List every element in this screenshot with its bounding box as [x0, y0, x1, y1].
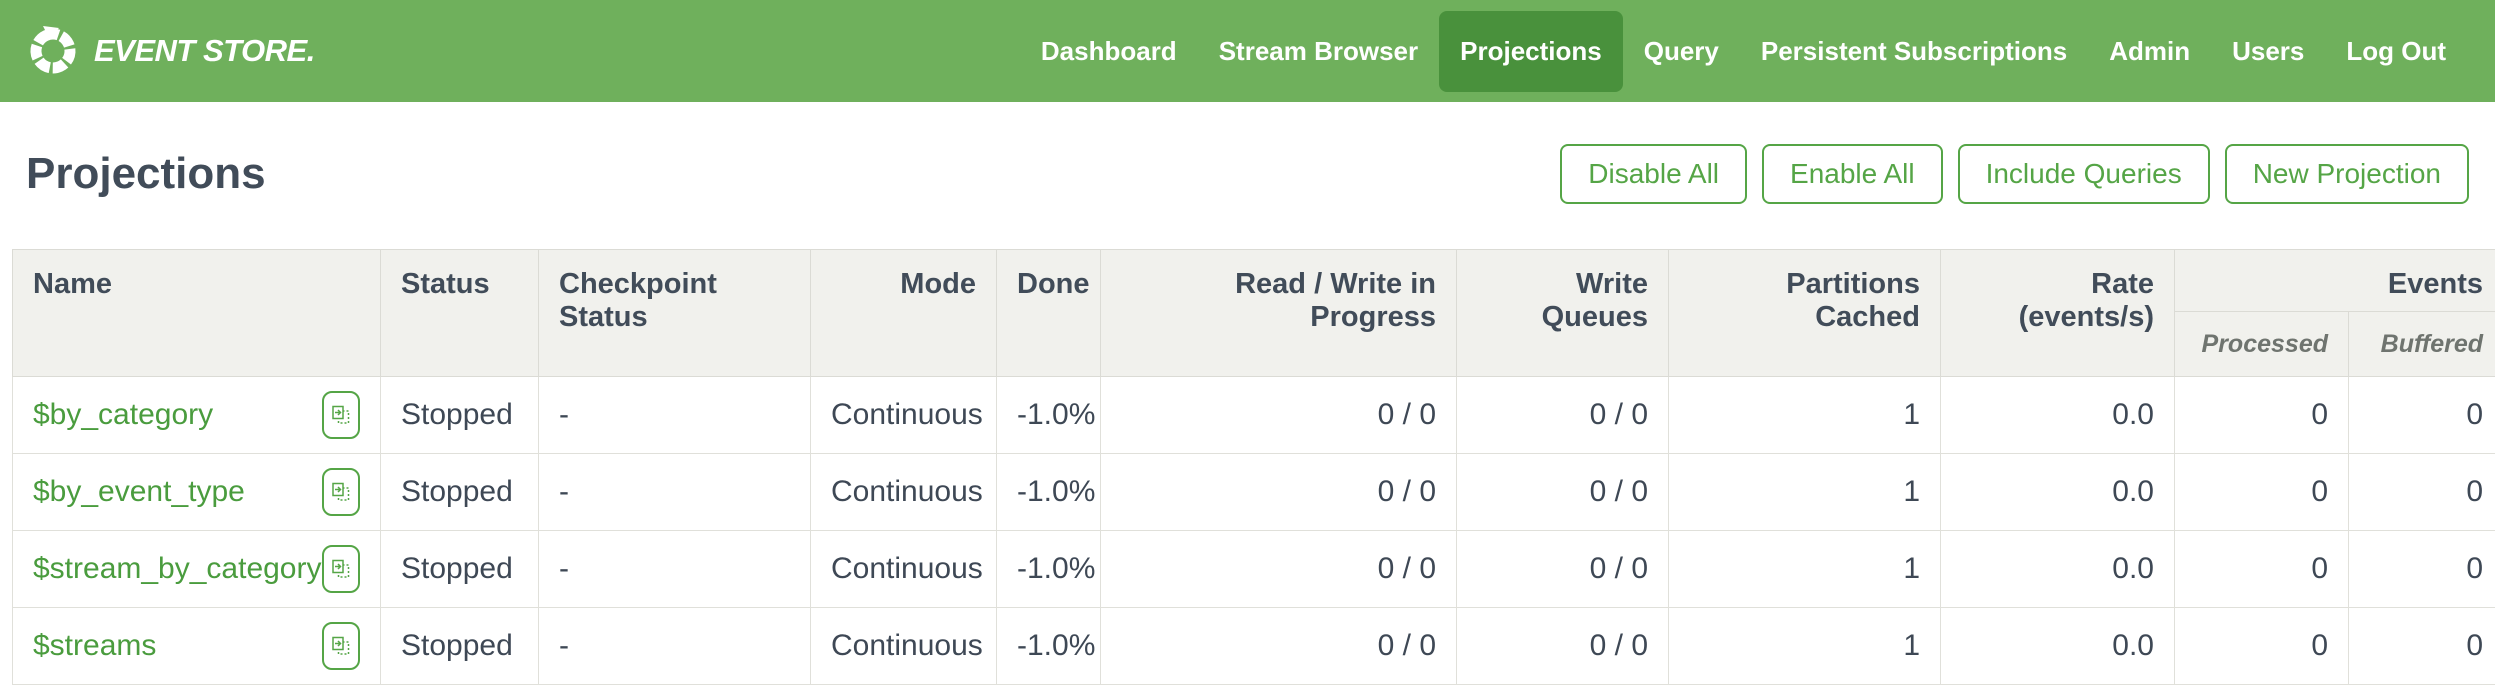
nav-item-dashboard[interactable]: Dashboard	[1040, 35, 1177, 66]
cell-status: Stopped	[380, 376, 539, 454]
page-title: Projections	[26, 149, 266, 198]
page-header: Projections Disable All Enable All Inclu…	[26, 144, 2469, 204]
col-header-name: Name	[12, 249, 381, 377]
nav-item-admin[interactable]: Admin	[2109, 35, 2191, 66]
col-header-write-queues: Write Queues	[1456, 249, 1669, 377]
copy-projection-icon	[330, 558, 352, 580]
col-header-rate: Rate (events/s)	[1940, 249, 2175, 377]
projection-name-link[interactable]: $stream_by_category	[33, 552, 322, 585]
copy-projection-button[interactable]	[322, 468, 360, 516]
projection-name-link[interactable]: $by_category	[33, 398, 214, 431]
cell-mode: Continuous	[810, 530, 997, 608]
cell-done: -1.0%	[996, 530, 1101, 608]
cell-status: Stopped	[380, 453, 539, 531]
nav-item-query[interactable]: Query	[1643, 35, 1719, 66]
nav-item-users[interactable]: Users	[2232, 35, 2305, 66]
nav-list: Dashboard Stream Browser Projections Que…	[1020, 10, 2467, 92]
new-projection-button[interactable]: New Projection	[2224, 144, 2469, 204]
col-header-mode: Mode	[810, 249, 997, 377]
col-header-events-group: Events	[2173, 249, 2495, 312]
table-row: $by_category Stopped - Continuous -1.0% …	[12, 376, 2495, 454]
cell-rate: 0.0	[1940, 453, 2175, 531]
projection-name-link[interactable]: $by_event_type	[33, 475, 245, 508]
copy-projection-button[interactable]	[322, 622, 360, 670]
cell-events-buffered: 0	[2347, 376, 2495, 454]
cell-write-queues: 0 / 0	[1456, 607, 1669, 685]
col-header-done: Done	[996, 249, 1101, 377]
cell-done: -1.0%	[996, 607, 1101, 685]
col-header-events-buffered: Buffered	[2347, 311, 2495, 377]
cell-mode: Continuous	[810, 376, 997, 454]
cell-events-buffered: 0	[2347, 607, 2495, 685]
cell-read-write-in-progress: 0 / 0	[1100, 530, 1457, 608]
cell-write-queues: 0 / 0	[1456, 530, 1669, 608]
cell-mode: Continuous	[810, 607, 997, 685]
cell-done: -1.0%	[996, 453, 1101, 531]
nav-item-log-out[interactable]: Log Out	[2346, 35, 2446, 66]
cell-partitions-cached: 1	[1668, 453, 1941, 531]
cell-read-write-in-progress: 0 / 0	[1100, 376, 1457, 454]
table-row: $stream_by_category Stopped - Continuous…	[12, 530, 2495, 608]
cell-rate: 0.0	[1940, 530, 2175, 608]
top-navbar: EVENT STORE. Dashboard Stream Browser Pr…	[0, 0, 2495, 102]
cell-partitions-cached: 1	[1668, 530, 1941, 608]
nav-item-persistent-subscriptions[interactable]: Persistent Subscriptions	[1760, 35, 2068, 66]
copy-projection-icon	[330, 404, 352, 426]
cell-read-write-in-progress: 0 / 0	[1100, 607, 1457, 685]
cell-events-buffered: 0	[2347, 453, 2495, 531]
col-header-status: Status	[380, 249, 539, 377]
cell-partitions-cached: 1	[1668, 607, 1941, 685]
cell-checkpoint-status: -	[538, 607, 811, 685]
copy-projection-icon	[330, 481, 352, 503]
projections-table-container: Name Status Checkpoint Status Mode Done …	[0, 249, 2495, 685]
action-buttons: Disable All Enable All Include Queries N…	[1560, 144, 2469, 204]
enable-all-button[interactable]: Enable All	[1762, 144, 1943, 204]
include-queries-button[interactable]: Include Queries	[1957, 144, 2210, 204]
nav-item-stream-browser[interactable]: Stream Browser	[1218, 35, 1419, 66]
cell-read-write-in-progress: 0 / 0	[1100, 453, 1457, 531]
cell-rate: 0.0	[1940, 376, 2175, 454]
cell-checkpoint-status: -	[538, 376, 811, 454]
cell-events-buffered: 0	[2347, 530, 2495, 608]
cell-checkpoint-status: -	[538, 453, 811, 531]
col-header-partitions-cached: Partitions Cached	[1668, 249, 1941, 377]
cell-rate: 0.0	[1940, 607, 2175, 685]
projection-name-link[interactable]: $streams	[33, 629, 157, 662]
cell-events-processed: 0	[2174, 607, 2349, 685]
cell-write-queues: 0 / 0	[1456, 453, 1669, 531]
table-row: $by_event_type Stopped - Continuous -1.0…	[12, 453, 2495, 531]
cell-write-queues: 0 / 0	[1456, 376, 1669, 454]
copy-projection-button[interactable]	[322, 391, 360, 439]
brand-link[interactable]: EVENT STORE.	[26, 24, 315, 78]
brand-text: EVENT STORE.	[94, 33, 315, 68]
disable-all-button[interactable]: Disable All	[1560, 144, 1748, 204]
cell-partitions-cached: 1	[1668, 376, 1941, 454]
cell-events-processed: 0	[2174, 376, 2349, 454]
event-store-logo-icon	[26, 24, 80, 78]
cell-events-processed: 0	[2174, 453, 2349, 531]
col-header-read-write-in-progress: Read / Write in Progress	[1100, 249, 1457, 377]
col-header-checkpoint-status: Checkpoint Status	[538, 249, 811, 377]
cell-status: Stopped	[380, 607, 539, 685]
cell-checkpoint-status: -	[538, 530, 811, 608]
copy-projection-button[interactable]	[322, 545, 360, 593]
nav-item-projections[interactable]: Projections	[1439, 10, 1623, 92]
cell-status: Stopped	[380, 530, 539, 608]
projections-table: Name Status Checkpoint Status Mode Done …	[12, 249, 2495, 685]
cell-done: -1.0%	[996, 376, 1101, 454]
cell-mode: Continuous	[810, 453, 997, 531]
table-row: $streams Stopped - Continuous -1.0% 0 / …	[12, 607, 2495, 685]
col-header-events-processed: Processed	[2174, 311, 2349, 377]
cell-events-processed: 0	[2174, 530, 2349, 608]
copy-projection-icon	[330, 635, 352, 657]
